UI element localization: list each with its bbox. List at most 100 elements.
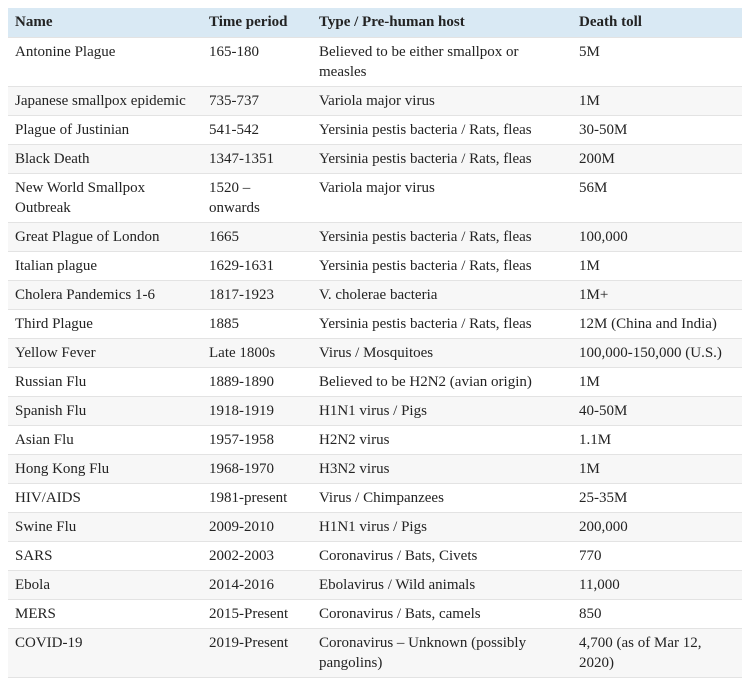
type-host-cell: Yersinia pestis bacteria / Rats, fleas bbox=[312, 115, 572, 145]
time-period-cell: 2019-Present bbox=[202, 628, 312, 678]
name-cell: New World Smallpox Outbreak bbox=[8, 173, 202, 223]
time-period-cell: 1968-1970 bbox=[202, 454, 312, 484]
name-cell: Antonine Plague bbox=[8, 37, 202, 87]
time-period-cell: 541-542 bbox=[202, 115, 312, 145]
time-period-cell: 165-180 bbox=[202, 37, 312, 87]
name-cell: Russian Flu bbox=[8, 367, 202, 397]
death-toll-cell: 770 bbox=[572, 541, 742, 571]
name-cell: Cholera Pandemics 1-6 bbox=[8, 280, 202, 310]
death-toll-cell: 1M bbox=[572, 251, 742, 281]
column-header-type-host: Type / Pre-human host bbox=[312, 8, 572, 38]
type-host-cell: Variola major virus bbox=[312, 86, 572, 116]
table-row: MERS 2015-Present Coronavirus / Bats, came… bbox=[8, 599, 742, 629]
column-header-death-toll: Death toll bbox=[572, 8, 742, 38]
type-host-cell: Yersinia pestis bacteria / Rats, fleas bbox=[312, 309, 572, 339]
type-host-cell: Yersinia pestis bacteria / Rats, fleas bbox=[312, 144, 572, 174]
death-toll-cell: 11,000 bbox=[572, 570, 742, 600]
table-row: COVID-19 2019-Present Coronavirus – Unknow… bbox=[8, 628, 742, 678]
name-cell: Ebola bbox=[8, 570, 202, 600]
name-cell: SARS bbox=[8, 541, 202, 571]
column-header-name: Name bbox=[8, 8, 202, 38]
death-toll-cell: 200M bbox=[572, 144, 742, 174]
time-period-cell: 1981-present bbox=[202, 483, 312, 513]
name-cell: Italian plague bbox=[8, 251, 202, 281]
type-host-cell: Virus / Chimpanzees bbox=[312, 483, 572, 513]
time-period-cell: 1918-1919 bbox=[202, 396, 312, 426]
time-period-cell: 735-737 bbox=[202, 86, 312, 116]
name-cell: Great Plague of London bbox=[8, 222, 202, 252]
time-period-cell: 1665 bbox=[202, 222, 312, 252]
table-row: Swine Flu 2009-2010 H1N1 virus / Pigs 200,0… bbox=[8, 512, 742, 542]
table-row: Plague of Justinian 541-542 Yersinia pesti… bbox=[8, 115, 742, 145]
name-cell: HIV/AIDS bbox=[8, 483, 202, 513]
table-row: Antonine Plague 165-180 Believed to be eit… bbox=[8, 37, 742, 87]
death-toll-cell: 100,000-150,000 (U.S.) bbox=[572, 338, 742, 368]
column-header-time-period: Time period bbox=[202, 8, 312, 38]
time-period-cell: 1889-1890 bbox=[202, 367, 312, 397]
name-cell: Yellow Fever bbox=[8, 338, 202, 368]
table-row: Third Plague 1885 Yersinia pestis bacteria… bbox=[8, 309, 742, 339]
death-toll-cell: 56M bbox=[572, 173, 742, 223]
time-period-cell: 1885 bbox=[202, 309, 312, 339]
table-row: Great Plague of London 1665 Yersinia pesti… bbox=[8, 222, 742, 252]
type-host-cell: V. cholerae bacteria bbox=[312, 280, 572, 310]
type-host-cell: Coronavirus / Bats, camels bbox=[312, 599, 572, 629]
type-host-cell: Virus / Mosquitoes bbox=[312, 338, 572, 368]
type-host-cell: Yersinia pestis bacteria / Rats, fleas bbox=[312, 251, 572, 281]
table-row: Ebola 2014-2016 Ebolavirus / Wild animals 1… bbox=[8, 570, 742, 600]
type-host-cell: Ebolavirus / Wild animals bbox=[312, 570, 572, 600]
time-period-cell: 1520 – onwards bbox=[202, 173, 312, 223]
name-cell: Black Death bbox=[8, 144, 202, 174]
type-host-cell: H3N2 virus bbox=[312, 454, 572, 484]
table-row: Black Death 1347-1351 Yersinia pestis bact… bbox=[8, 144, 742, 174]
type-host-cell: H1N1 virus / Pigs bbox=[312, 396, 572, 426]
header-row: Name Time period Type / Pre-human host D… bbox=[8, 8, 742, 38]
time-period-cell: 1629-1631 bbox=[202, 251, 312, 281]
name-cell: MERS bbox=[8, 599, 202, 629]
name-cell: Third Plague bbox=[8, 309, 202, 339]
type-host-cell: Variola major virus bbox=[312, 173, 572, 223]
pandemics-table: Name Time period Type / Pre-human host D… bbox=[8, 8, 742, 678]
name-cell: Hong Kong Flu bbox=[8, 454, 202, 484]
table-row: Asian Flu 1957-1958 H2N2 virus 1.1M bbox=[8, 425, 742, 455]
table-header: Name Time period Type / Pre-human host D… bbox=[8, 8, 742, 38]
table-row: HIV/AIDS 1981-present Virus / Chimpanzees 2… bbox=[8, 483, 742, 513]
table-row: Russian Flu 1889-1890 Believed to be H2N2 … bbox=[8, 367, 742, 397]
time-period-cell: 1347-1351 bbox=[202, 144, 312, 174]
time-period-cell: 2009-2010 bbox=[202, 512, 312, 542]
death-toll-cell: 5M bbox=[572, 37, 742, 87]
table-row: Italian plague 1629-1631 Yersinia pestis b… bbox=[8, 251, 742, 281]
table-row: Hong Kong Flu 1968-1970 H3N2 virus 1M bbox=[8, 454, 742, 484]
death-toll-cell: 1.1M bbox=[572, 425, 742, 455]
table-row: Cholera Pandemics 1-6 1817-1923 V. cholera… bbox=[8, 280, 742, 310]
table-row: Spanish Flu 1918-1919 H1N1 virus / Pigs 40-… bbox=[8, 396, 742, 426]
death-toll-cell: 25-35M bbox=[572, 483, 742, 513]
type-host-cell: Yersinia pestis bacteria / Rats, fleas bbox=[312, 222, 572, 252]
table-body: Antonine Plague 165-180 Believed to be eit… bbox=[8, 37, 742, 678]
time-period-cell: Late 1800s bbox=[202, 338, 312, 368]
death-toll-cell: 30-50M bbox=[572, 115, 742, 145]
time-period-cell: 1817-1923 bbox=[202, 280, 312, 310]
type-host-cell: H1N1 virus / Pigs bbox=[312, 512, 572, 542]
name-cell: Swine Flu bbox=[8, 512, 202, 542]
name-cell: Japanese smallpox epidemic bbox=[8, 86, 202, 116]
death-toll-cell: 1M bbox=[572, 367, 742, 397]
death-toll-cell: 1M bbox=[572, 86, 742, 116]
table-row: SARS 2002-2003 Coronavirus / Bats, Civets 7… bbox=[8, 541, 742, 571]
death-toll-cell: 1M bbox=[572, 454, 742, 484]
time-period-cell: 2015-Present bbox=[202, 599, 312, 629]
death-toll-cell: 12M (China and India) bbox=[572, 309, 742, 339]
death-toll-cell: 4,700 (as of Mar 12, 2020) bbox=[572, 628, 742, 678]
name-cell: COVID-19 bbox=[8, 628, 202, 678]
type-host-cell: Coronavirus / Bats, Civets bbox=[312, 541, 572, 571]
type-host-cell: Believed to be H2N2 (avian origin) bbox=[312, 367, 572, 397]
death-toll-cell: 200,000 bbox=[572, 512, 742, 542]
name-cell: Asian Flu bbox=[8, 425, 202, 455]
time-period-cell: 1957-1958 bbox=[202, 425, 312, 455]
death-toll-cell: 1M+ bbox=[572, 280, 742, 310]
death-toll-cell: 40-50M bbox=[572, 396, 742, 426]
table-row: Yellow Fever Late 1800s Virus / Mosquitoes… bbox=[8, 338, 742, 368]
time-period-cell: 2014-2016 bbox=[202, 570, 312, 600]
name-cell: Plague of Justinian bbox=[8, 115, 202, 145]
type-host-cell: H2N2 virus bbox=[312, 425, 572, 455]
